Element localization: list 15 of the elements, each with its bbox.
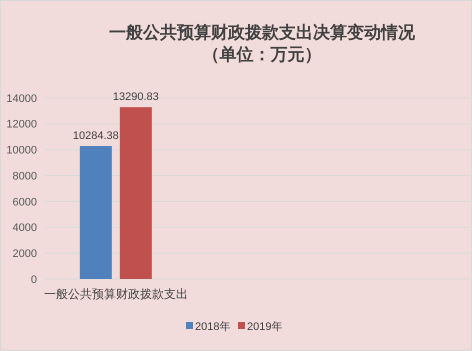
x-tick-label: 一般公共预算财政拨款支出 [44,287,188,301]
legend-label: 2019年 [247,320,282,333]
legend-label: 2018年 [195,320,230,333]
data-label: 13290.83 [112,91,159,104]
data-label: 10284.38 [72,130,119,142]
y-tick-label: 10000 [6,144,37,157]
chart-title: 一般公共预算财政拨款支出决算变动情况 [109,23,416,43]
y-tick-label: 8000 [12,170,37,182]
y-tick-label: 0 [30,274,37,286]
y-tick-label: 14000 [6,92,37,105]
y-tick-label: 2000 [12,248,37,260]
y-tick-label: 4000 [12,222,37,234]
chart-subtitle: （单位：万元） [202,45,322,65]
y-tick-label: 6000 [12,196,37,208]
y-tick-label: 12000 [6,118,37,131]
